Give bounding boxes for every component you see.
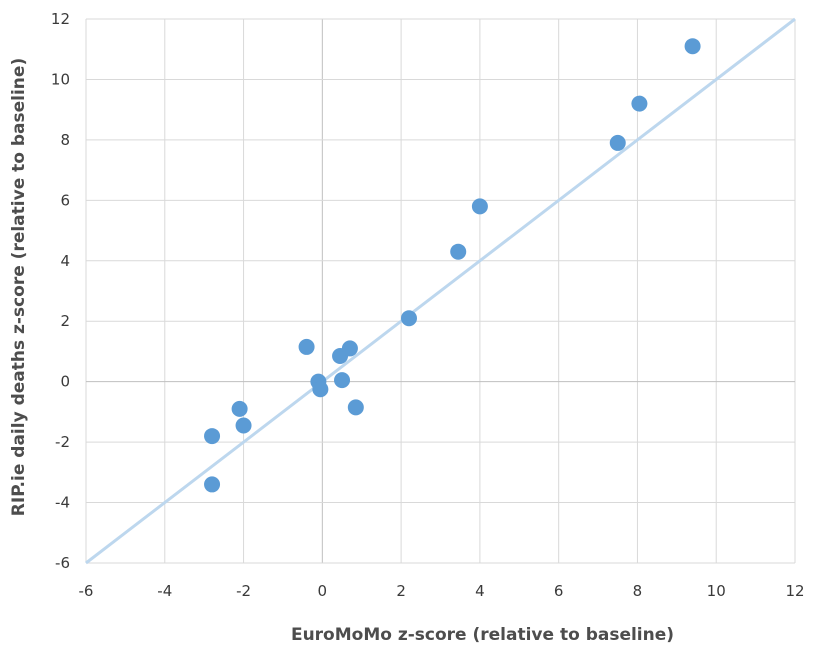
data-point: [400, 310, 417, 327]
data-point: [341, 340, 358, 357]
y-tick-label: 0: [60, 373, 70, 391]
data-point: [684, 38, 701, 55]
data-point: [450, 243, 467, 260]
y-tick-label: 2: [60, 312, 70, 330]
y-tick-label: 4: [60, 252, 70, 270]
y-axis-title: RIP.ie daily deaths z-score (relative to…: [9, 58, 29, 516]
data-point: [347, 399, 364, 416]
y-tick-label: 8: [60, 131, 70, 149]
x-axis-title: EuroMoMo z-score (relative to baseline): [291, 625, 674, 645]
y-tick-label: 10: [51, 70, 70, 88]
data-point: [334, 372, 351, 389]
data-points: [204, 38, 701, 493]
identity-reference-line: [85, 17, 796, 565]
data-point: [204, 476, 221, 493]
data-point: [298, 338, 315, 355]
y-axis-ticks: -6 -4 -2 0 2 4 6 8 10 12: [51, 10, 70, 572]
y-tick-label: 12: [51, 10, 70, 28]
data-point: [204, 428, 221, 445]
x-tick-label: 0: [318, 582, 328, 600]
x-tick-label: -2: [236, 582, 251, 600]
x-tick-label: -6: [79, 582, 94, 600]
x-tick-label: 8: [633, 582, 643, 600]
data-point: [631, 95, 648, 112]
x-tick-label: -4: [157, 582, 172, 600]
x-tick-label: 12: [785, 582, 804, 600]
data-point: [235, 417, 252, 434]
y-tick-label: -4: [55, 494, 70, 512]
x-tick-label: 2: [396, 582, 406, 600]
x-axis-ticks: -6 -4 -2 0 2 4 6 8 10 12: [79, 582, 805, 600]
x-tick-label: 6: [554, 582, 564, 600]
data-point: [312, 381, 329, 398]
data-point: [609, 134, 626, 151]
y-tick-label: -2: [55, 433, 70, 451]
y-tick-label: -6: [55, 554, 70, 572]
data-point: [231, 400, 248, 417]
data-point: [471, 198, 488, 215]
x-tick-label: 10: [707, 582, 726, 600]
y-tick-label: 6: [60, 191, 70, 209]
grid: [85, 18, 796, 564]
x-tick-label: 4: [475, 582, 485, 600]
